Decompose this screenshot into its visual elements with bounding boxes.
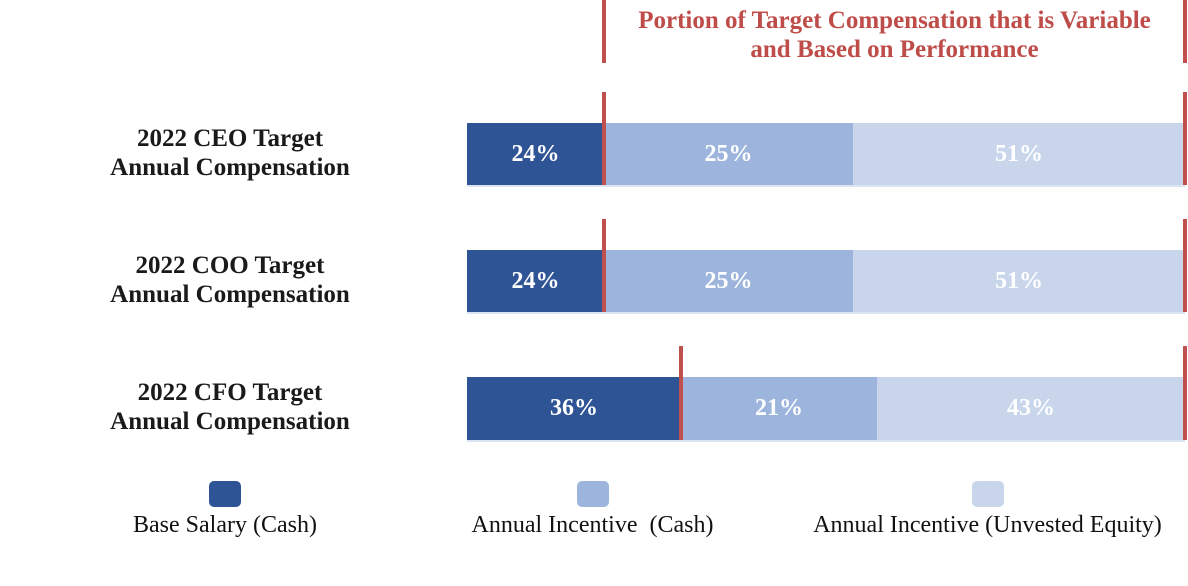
stacked-bar-cfo: 36% 21% 43% xyxy=(467,377,1185,440)
segment-value-label: 24% xyxy=(511,267,560,294)
row-label-cfo-line1: 2022 CFO Target xyxy=(137,379,323,406)
row-label-cfo: 2022 CFO Target Annual Compensation xyxy=(60,378,400,436)
bar-segment-annual-incentive-equity: 43% xyxy=(877,377,1185,440)
variable-marker-left-line xyxy=(602,92,606,185)
row-label-ceo: 2022 CEO Target Annual Compensation xyxy=(60,124,400,182)
chart-title-line-2: and Based on Performance xyxy=(750,36,1039,63)
legend-swatch-annual-incentive-cash xyxy=(576,481,609,507)
legend-item-annual-incentive-cash: Annual Incentive (Cash) xyxy=(450,481,735,538)
bar-segment-base-salary: 24% xyxy=(467,250,604,312)
legend-label-base-salary: Base Salary (Cash) xyxy=(133,512,317,538)
legend-label-annual-incentive-equity: Annual Incentive (Unvested Equity) xyxy=(813,512,1162,538)
segment-value-label: 43% xyxy=(1007,395,1055,421)
chart-title: Portion of Target Compensation that is V… xyxy=(606,6,1183,64)
chart-title-line-1: Portion of Target Compensation that is V… xyxy=(638,7,1151,34)
segment-value-label: 24% xyxy=(511,140,560,167)
title-bracket-right-line xyxy=(1183,0,1187,63)
bar-segment-annual-incentive-cash: 25% xyxy=(604,123,853,185)
segment-value-label: 36% xyxy=(550,395,598,421)
variable-marker-right-line xyxy=(1183,346,1187,440)
bar-segment-annual-incentive-equity: 51% xyxy=(853,250,1185,312)
bar-segment-base-salary: 36% xyxy=(467,377,681,440)
legend-item-annual-incentive-equity: Annual Incentive (Unvested Equity) xyxy=(790,481,1185,538)
variable-marker-left-line xyxy=(679,346,683,440)
row-label-coo-line2: Annual Compensation xyxy=(110,281,350,308)
segment-value-label: 21% xyxy=(755,395,803,421)
segment-value-label: 51% xyxy=(995,267,1043,294)
bar-segment-annual-incentive-equity: 51% xyxy=(853,123,1185,185)
title-bracket-left-line xyxy=(602,0,606,63)
bar-row-cfo: 36% 21% 43% xyxy=(467,346,1187,440)
bar-row-ceo: 24% 25% 51% xyxy=(467,92,1187,185)
variable-marker-right-line xyxy=(1183,219,1187,312)
variable-marker-right-line xyxy=(1183,92,1187,185)
row-label-coo: 2022 COO Target Annual Compensation xyxy=(60,251,400,309)
variable-marker-left-line xyxy=(602,219,606,312)
stacked-bar-ceo: 24% 25% 51% xyxy=(467,123,1185,185)
bar-segment-base-salary: 24% xyxy=(467,123,604,185)
legend-swatch-annual-incentive-equity xyxy=(971,481,1004,507)
segment-value-label: 25% xyxy=(704,140,753,167)
legend-label-annual-incentive-cash: Annual Incentive (Cash) xyxy=(471,512,714,538)
row-label-ceo-line2: Annual Compensation xyxy=(110,154,350,181)
legend-swatch-base-salary xyxy=(209,481,241,507)
row-label-cfo-line2: Annual Compensation xyxy=(110,408,350,435)
segment-value-label: 51% xyxy=(995,140,1043,167)
bar-segment-annual-incentive-cash: 21% xyxy=(681,377,877,440)
bar-row-coo: 24% 25% 51% xyxy=(467,219,1187,312)
stacked-bar-coo: 24% 25% 51% xyxy=(467,250,1185,312)
row-label-ceo-line1: 2022 CEO Target xyxy=(136,125,324,152)
bar-segment-annual-incentive-cash: 25% xyxy=(604,250,853,312)
row-label-coo-line1: 2022 COO Target xyxy=(135,252,325,279)
segment-value-label: 25% xyxy=(704,267,753,294)
legend-item-base-salary: Base Salary (Cash) xyxy=(105,481,345,538)
